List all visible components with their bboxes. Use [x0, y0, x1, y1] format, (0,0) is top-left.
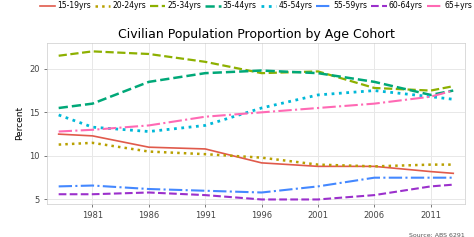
45-54yrs: [428, 95, 434, 98]
20-24yrs: [372, 165, 377, 168]
65+yrs: [202, 115, 208, 118]
20-24yrs: [90, 141, 95, 144]
20-24yrs: [146, 150, 152, 153]
65+yrs: [372, 102, 377, 105]
15-19yrs: [202, 147, 208, 150]
55-59yrs: [146, 188, 152, 191]
15-19yrs: [450, 172, 456, 175]
55-59yrs: [259, 191, 264, 194]
15-19yrs: [259, 161, 264, 164]
Line: 60-64yrs: 60-64yrs: [59, 185, 453, 200]
Y-axis label: Percent: Percent: [15, 106, 24, 140]
65+yrs: [90, 128, 95, 131]
20-24yrs: [56, 143, 62, 146]
15-19yrs: [428, 170, 434, 173]
45-54yrs: [146, 130, 152, 133]
55-59yrs: [90, 184, 95, 187]
25-34yrs: [90, 50, 95, 53]
45-54yrs: [450, 98, 456, 101]
25-34yrs: [56, 54, 62, 57]
25-34yrs: [315, 70, 321, 73]
65+yrs: [450, 89, 456, 92]
15-19yrs: [315, 165, 321, 168]
45-54yrs: [90, 126, 95, 129]
45-54yrs: [315, 94, 321, 96]
55-59yrs: [56, 185, 62, 188]
35-44yrs: [90, 102, 95, 105]
45-54yrs: [372, 89, 377, 92]
20-24yrs: [202, 153, 208, 155]
35-44yrs: [56, 107, 62, 109]
15-19yrs: [90, 134, 95, 137]
35-44yrs: [428, 94, 434, 96]
55-59yrs: [428, 176, 434, 179]
25-34yrs: [146, 53, 152, 55]
60-64yrs: [428, 185, 434, 188]
45-54yrs: [202, 124, 208, 127]
60-64yrs: [202, 194, 208, 196]
Title: Civilian Population Proportion by Age Cohort: Civilian Population Proportion by Age Co…: [118, 28, 394, 41]
Line: 45-54yrs: 45-54yrs: [59, 91, 453, 132]
55-59yrs: [202, 189, 208, 192]
60-64yrs: [372, 194, 377, 196]
Line: 55-59yrs: 55-59yrs: [59, 178, 453, 192]
25-34yrs: [259, 72, 264, 75]
65+yrs: [146, 124, 152, 127]
65+yrs: [56, 130, 62, 133]
20-24yrs: [259, 156, 264, 159]
60-64yrs: [90, 193, 95, 196]
15-19yrs: [56, 133, 62, 136]
35-44yrs: [146, 80, 152, 83]
20-24yrs: [450, 163, 456, 166]
45-54yrs: [56, 114, 62, 116]
Line: 35-44yrs: 35-44yrs: [59, 71, 453, 108]
25-34yrs: [450, 85, 456, 88]
35-44yrs: [450, 89, 456, 92]
65+yrs: [428, 95, 434, 98]
60-64yrs: [315, 198, 321, 201]
Line: 15-19yrs: 15-19yrs: [59, 134, 453, 173]
65+yrs: [315, 107, 321, 109]
45-54yrs: [259, 107, 264, 109]
35-44yrs: [372, 80, 377, 83]
15-19yrs: [146, 146, 152, 149]
Line: 25-34yrs: 25-34yrs: [59, 51, 453, 91]
25-34yrs: [202, 60, 208, 63]
35-44yrs: [315, 72, 321, 75]
20-24yrs: [315, 163, 321, 166]
Line: 65+yrs: 65+yrs: [59, 91, 453, 132]
55-59yrs: [450, 176, 456, 179]
55-59yrs: [372, 176, 377, 179]
15-19yrs: [372, 165, 377, 168]
60-64yrs: [56, 193, 62, 196]
60-64yrs: [259, 198, 264, 201]
55-59yrs: [315, 185, 321, 188]
60-64yrs: [146, 191, 152, 194]
60-64yrs: [450, 183, 456, 186]
Text: Source: ABS 6291: Source: ABS 6291: [409, 233, 465, 237]
25-34yrs: [372, 87, 377, 89]
65+yrs: [259, 111, 264, 114]
Line: 20-24yrs: 20-24yrs: [59, 143, 453, 166]
35-44yrs: [259, 69, 264, 72]
20-24yrs: [428, 163, 434, 166]
Legend: 15-19yrs, 20-24yrs, 25-34yrs, 35-44yrs, 45-54yrs, 55-59yrs, 60-64yrs, 65+yrs: 15-19yrs, 20-24yrs, 25-34yrs, 35-44yrs, …: [40, 1, 472, 10]
35-44yrs: [202, 72, 208, 75]
25-34yrs: [428, 89, 434, 92]
